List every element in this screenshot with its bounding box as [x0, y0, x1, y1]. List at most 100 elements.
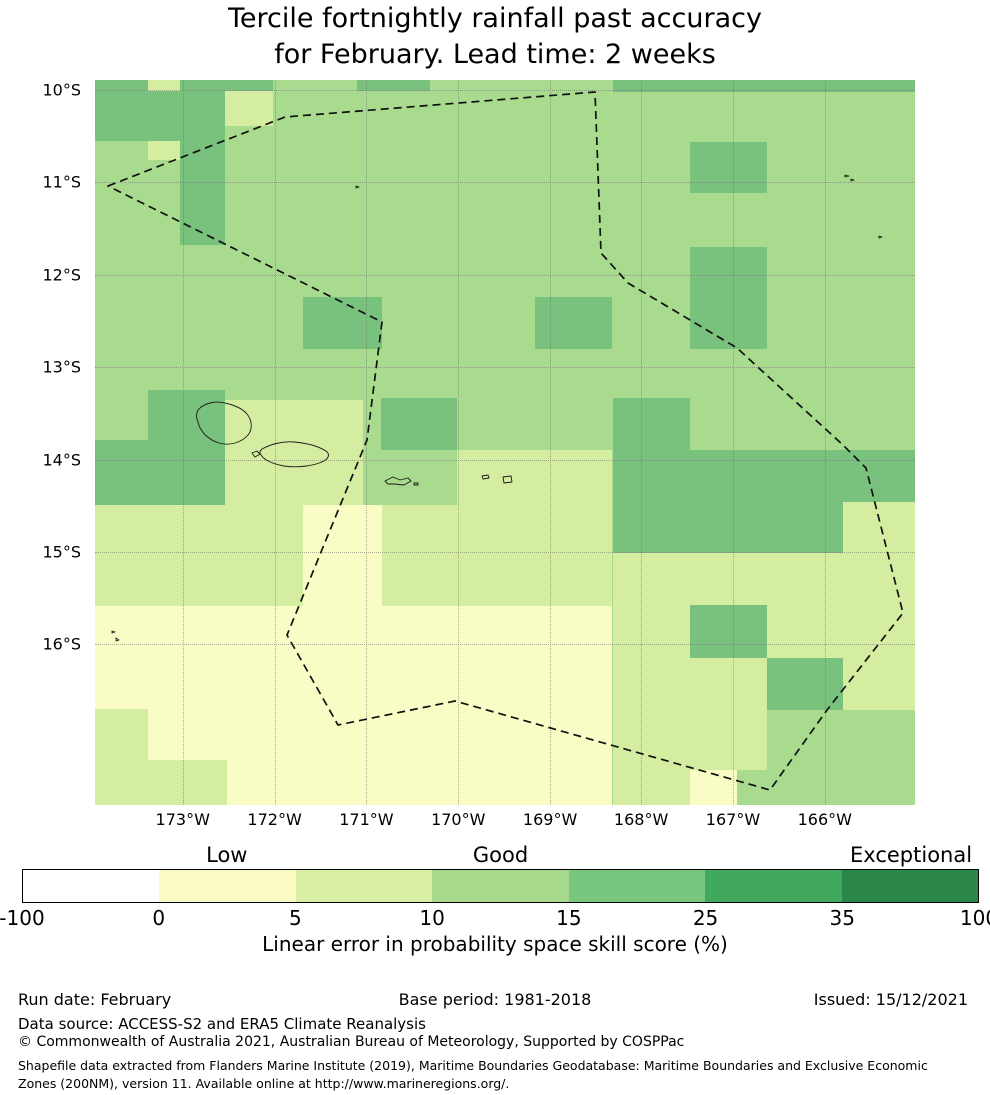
heatmap-cell: [148, 140, 181, 160]
y-tick-label: 14°S: [42, 450, 81, 470]
colorbar-tick-labels: -100 0 5 10 15 25 35 100: [0, 906, 990, 932]
colorbar-tick-label: 15: [556, 906, 582, 930]
heatmap-cell: [225, 399, 364, 505]
map-overlay-svg: [107, 91, 904, 791]
island-outline-islet-w-1: [111, 630, 116, 634]
shapefile-attribution-text: Shapefile data extracted from Flanders M…: [18, 1058, 928, 1091]
run-date-text: Run date: February: [18, 990, 172, 1009]
heatmap-cell: [303, 296, 382, 349]
eez-boundary: [107, 91, 904, 791]
heatmap-cell: [613, 552, 691, 805]
heatmap-cell: [613, 80, 915, 93]
heatmap-cell: [613, 398, 691, 451]
y-tick-label: 12°S: [42, 265, 81, 285]
x-tick-label: 170°W: [431, 810, 486, 829]
island-outline-upolu: [259, 441, 329, 468]
island-outline-tau: [502, 475, 513, 484]
colorbar-qualitative-label: Good: [472, 843, 529, 867]
base-period-text: Base period: 1981-2018: [398, 990, 592, 1009]
heatmap-cell: [767, 604, 843, 658]
colorbar-segment: [159, 870, 296, 902]
y-tick-label: 13°S: [42, 357, 81, 377]
colorbar-segment: [705, 870, 842, 902]
x-tick-label: 171°W: [339, 810, 394, 829]
heatmap-cell: [690, 552, 844, 605]
colorbar-caption: Linear error in probability space skill …: [262, 932, 728, 956]
gridline-longitude: [641, 80, 643, 805]
map-plot-area: [95, 80, 915, 805]
gridline-latitude: [95, 459, 915, 461]
gridline-latitude: [95, 275, 915, 277]
heatmap-cell: [767, 657, 844, 710]
x-tick-label: 167°W: [705, 810, 761, 829]
island-outline-savaii: [196, 401, 252, 445]
colorbar-segment: [295, 870, 433, 902]
colorbar-tick-label: 35: [829, 906, 856, 930]
heatmap-cell: [842, 501, 915, 710]
gridline-longitude: [732, 80, 734, 805]
colorbar-segment: [23, 870, 160, 902]
colorbar-tick-label: -100: [0, 906, 45, 930]
gridline-longitude: [182, 80, 184, 805]
x-tick-label: 166°W: [797, 810, 852, 829]
island-outline-ofu-olosega: [481, 474, 490, 480]
gridline-latitude: [95, 644, 915, 646]
heatmap-cell: [535, 296, 613, 349]
colorbar-tick-label: 100: [959, 906, 990, 930]
heatmap-cell: [148, 760, 228, 805]
y-axis-tick-labels: 10°S 11°S 12°S 13°S 14°S 15°S 16°S: [0, 80, 88, 805]
heatmap-cell: [148, 390, 226, 441]
gridline-longitude: [824, 80, 826, 805]
heatmap-cell: [690, 142, 768, 194]
island-outline-aunuu: [413, 482, 419, 486]
heatmap-cell: [381, 398, 458, 451]
gridline-longitude: [366, 80, 368, 805]
gridline-latitude: [95, 90, 915, 92]
heatmap-cell: [690, 657, 768, 771]
colorbar-segment: [841, 870, 978, 902]
y-tick-label: 15°S: [42, 542, 81, 562]
x-tick-label: 173°W: [155, 810, 210, 829]
gridline-latitude: [95, 182, 915, 184]
heatmap-cell: [690, 246, 768, 349]
island-outline-swains: [355, 185, 360, 189]
heatmap-cell: [225, 90, 273, 126]
gridline-longitude: [274, 80, 276, 805]
y-tick-label: 16°S: [42, 634, 81, 654]
heatmap-cell: [225, 80, 273, 91]
gridline-longitude: [458, 80, 460, 805]
colorbar-tick-label: 10: [419, 906, 445, 930]
x-tick-label: 169°W: [522, 810, 578, 829]
y-tick-label: 11°S: [42, 172, 81, 192]
issued-date-text: Issued: 15/12/2021: [813, 990, 968, 1009]
colorbar-tick-label: 5: [289, 906, 302, 930]
heatmap-cell: [842, 449, 915, 502]
colorbar-qualitative-labels: Low Good Exceptional: [22, 843, 979, 869]
gridline-latitude: [95, 367, 915, 369]
heatmap-cell: [613, 449, 843, 553]
colorbar-tick-label: 25: [692, 906, 719, 930]
y-tick-label: 10°S: [42, 80, 81, 100]
heatmap-cell: [95, 709, 149, 805]
island-outline-manono: [251, 450, 261, 458]
island-outline-islet-e: [878, 235, 883, 239]
island-outlines: [111, 174, 883, 642]
chart-title-line2: for February. Lead time: 2 weeks: [274, 38, 716, 70]
colorbar-qualitative-label: Exceptional: [850, 843, 973, 867]
x-tick-label: 172°W: [247, 810, 302, 829]
colorbar-qualitative-label: Low: [206, 843, 248, 867]
x-tick-label: 168°W: [613, 810, 669, 829]
heatmap-cell: [180, 140, 226, 246]
data-source-text: Data source: ACCESS-S2 and ERA5 Climate …: [18, 1015, 426, 1033]
gridline-longitude: [550, 80, 552, 805]
heatmap-cell: [690, 604, 768, 658]
gridline-latitude: [95, 551, 915, 553]
heatmap-cell: [148, 80, 181, 91]
colorbar-segment: [432, 870, 569, 902]
colorbar-tick-label: 0: [152, 906, 166, 930]
heatmap-cell: [95, 440, 226, 506]
heatmap-cell: [357, 80, 431, 91]
chart-title-line1: Tercile fortnightly rainfall past accura…: [228, 3, 762, 34]
island-outline-islet-w-2: [115, 637, 120, 642]
